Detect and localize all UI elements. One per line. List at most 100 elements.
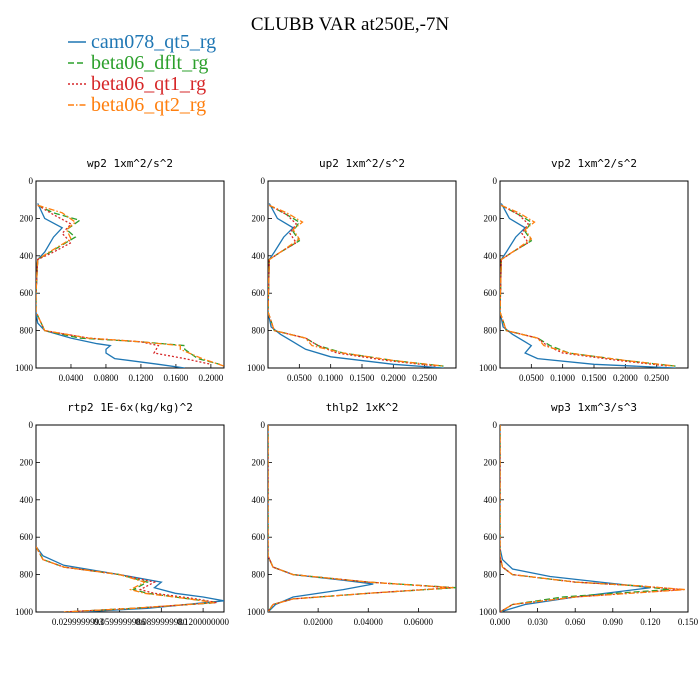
series-line-beta06_qt1_rg: [36, 546, 218, 612]
y-tick-label: 1000: [15, 607, 34, 617]
panel: rtp2 1E-6x(kg/kg)^2 0 200 400 600 800 1000 0.02…: [15, 401, 229, 627]
x-tick-label: 0.1500: [350, 373, 375, 383]
y-tick-label: 0: [261, 420, 266, 430]
y-tick-label: 800: [20, 570, 34, 580]
y-tick-label: 1000: [247, 363, 266, 373]
series-line-cam078_qt5_rg: [500, 425, 651, 612]
x-tick-label: 0.2000: [199, 373, 224, 383]
y-tick-label: 400: [252, 495, 266, 505]
x-tick-label: 0.2000: [381, 373, 406, 383]
series-line-beta06_qt2_rg: [268, 204, 444, 367]
panel-title: rtp2 1E-6x(kg/kg)^2: [67, 401, 193, 414]
y-tick-label: 600: [484, 288, 498, 298]
legend-entry: beta06_qt1_rg: [91, 73, 206, 95]
x-tick-label: 0.02000: [304, 617, 334, 627]
y-tick-label: 200: [252, 213, 266, 223]
plot-frame: [267, 180, 457, 369]
x-tick-label: 0.1000: [318, 373, 343, 383]
y-tick-label: 400: [20, 495, 34, 505]
series-line-beta06_qt2_rg: [500, 204, 676, 367]
panel-title: wp2 1xm^2/s^2: [87, 157, 173, 170]
y-tick-label: 800: [484, 570, 498, 580]
plot-frame: [499, 424, 689, 613]
panel-title: vp2 1xm^2/s^2: [551, 157, 637, 170]
y-tick-label: 200: [20, 457, 34, 467]
y-tick-label: 200: [252, 457, 266, 467]
panels: wp2 1xm^2/s^2 0 200 400 600 800 1000 0.0400 0.08…: [15, 157, 699, 627]
x-tick-label: 0.000: [490, 617, 511, 627]
x-tick-label: 0.2500: [412, 373, 437, 383]
y-tick-label: 600: [252, 288, 266, 298]
panel-title: up2 1xm^2/s^2: [319, 157, 405, 170]
series-line-beta06_qt1_rg: [500, 425, 682, 612]
y-tick-label: 200: [484, 213, 498, 223]
plot-frame: [35, 180, 225, 369]
panel-title: wp3 1xm^3/s^3: [551, 401, 637, 414]
y-tick-label: 0: [493, 420, 498, 430]
series-line-beta06_qt2_rg: [500, 425, 686, 612]
y-tick-label: 400: [252, 251, 266, 261]
legend: cam078_qt5_rgbeta06_dflt_rgbeta06_qt1_rg…: [68, 31, 216, 116]
y-tick-label: 800: [252, 326, 266, 336]
series-line-beta06_qt1_rg: [36, 204, 212, 365]
y-tick-label: 200: [20, 213, 34, 223]
panel: thlp2 1xK^2 0 200 400 600 800 1000 0.02000 0.040…: [247, 401, 457, 627]
legend-entry: beta06_dflt_rg: [91, 52, 208, 74]
series-line-cam078_qt5_rg: [36, 546, 224, 612]
panel: vp2 1xm^2/s^2 0 200 400 600 800 1000 0.0500 0.10…: [479, 157, 689, 383]
y-tick-label: 800: [20, 326, 34, 336]
x-tick-label: 0.1200: [129, 373, 154, 383]
y-tick-label: 0: [29, 176, 34, 186]
series-line-cam078_qt5_rg: [268, 425, 374, 612]
x-tick-label: 0.0800: [94, 373, 119, 383]
plot-frame: [35, 424, 225, 613]
y-tick-label: 400: [484, 251, 498, 261]
y-tick-label: 400: [20, 251, 34, 261]
x-tick-label: 0.090: [603, 617, 624, 627]
series-line-beta06_dflt_rg: [500, 425, 670, 612]
x-tick-label: 0.030: [527, 617, 548, 627]
legend-entry: cam078_qt5_rg: [91, 31, 216, 53]
panel: wp2 1xm^2/s^2 0 200 400 600 800 1000 0.0400 0.08…: [15, 157, 225, 383]
x-tick-label: 0.2000: [613, 373, 638, 383]
series-line-beta06_qt2_rg: [36, 546, 215, 612]
x-tick-label: 0.0500: [287, 373, 312, 383]
x-tick-label: 0.150: [678, 617, 699, 627]
y-tick-label: 0: [493, 176, 498, 186]
x-tick-label: 0.2500: [644, 373, 669, 383]
y-tick-label: 1000: [479, 363, 498, 373]
series-line-beta06_qt2_rg: [268, 425, 454, 612]
y-tick-label: 400: [484, 495, 498, 505]
x-tick-label: 0.0400: [59, 373, 84, 383]
y-tick-label: 1000: [15, 363, 34, 373]
series-line-beta06_qt2_rg: [36, 204, 224, 367]
x-tick-label: 0.060: [565, 617, 586, 627]
series-line-cam078_qt5_rg: [36, 203, 185, 368]
series-line-beta06_dflt_rg: [36, 204, 220, 365]
x-tick-label: 0.1500: [582, 373, 607, 383]
series-line-beta06_dflt_rg: [36, 546, 218, 612]
x-tick-label: 0.1000: [550, 373, 575, 383]
y-tick-label: 200: [484, 457, 498, 467]
y-tick-label: 800: [484, 326, 498, 336]
plot-frame: [499, 180, 689, 369]
y-tick-label: 1000: [479, 607, 498, 617]
series-line-cam078_qt5_rg: [268, 203, 444, 368]
x-tick-label: 0.04000: [354, 617, 384, 627]
x-tick-label: 0.0500: [519, 373, 544, 383]
x-tick-label: 0.1200000000: [177, 617, 229, 627]
series-line-beta06_qt1_rg: [268, 425, 452, 612]
x-tick-label: 0.0599999986: [94, 617, 146, 627]
series-line-beta06_dflt_rg: [268, 425, 456, 612]
y-tick-label: 600: [20, 532, 34, 542]
x-tick-label: 0.06000: [404, 617, 434, 627]
panel-title: thlp2 1xK^2: [326, 401, 399, 414]
y-tick-label: 800: [252, 570, 266, 580]
y-tick-label: 0: [29, 420, 34, 430]
legend-entry: beta06_qt2_rg: [91, 94, 206, 116]
y-tick-label: 600: [484, 532, 498, 542]
x-tick-label: 0.120: [640, 617, 661, 627]
y-tick-label: 600: [20, 288, 34, 298]
